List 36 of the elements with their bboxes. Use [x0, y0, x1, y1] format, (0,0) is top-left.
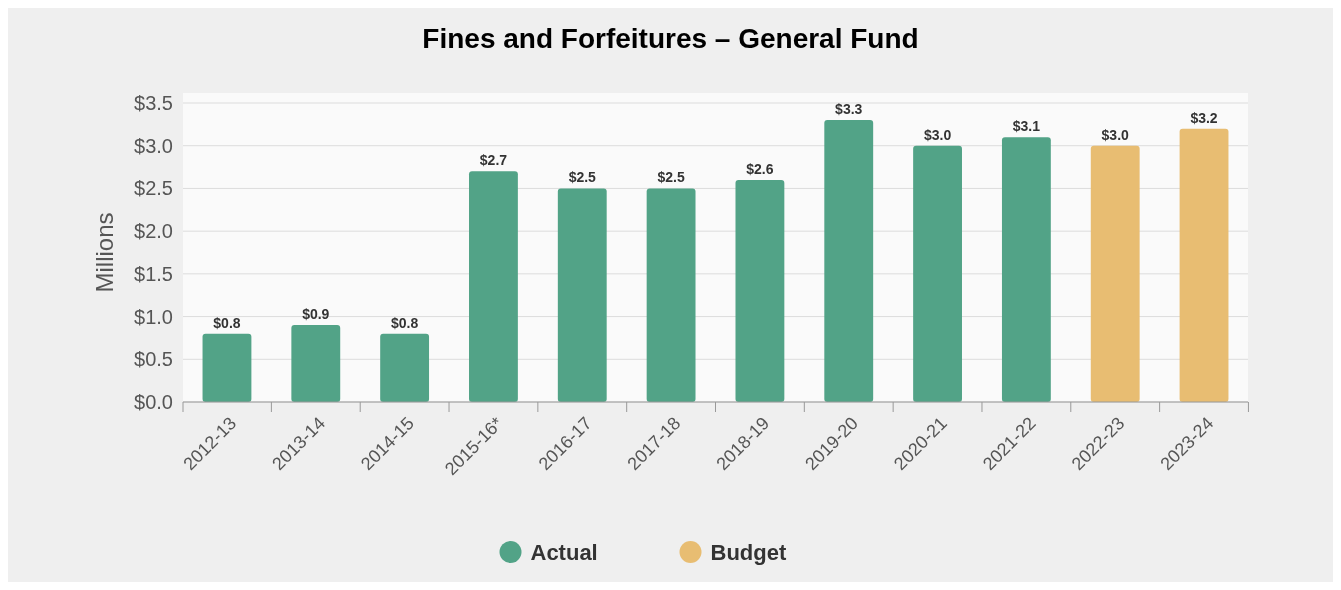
bar: [1090, 145, 1140, 402]
bar: [1179, 128, 1229, 402]
data-label: $2.6: [746, 160, 774, 177]
bar: [291, 325, 341, 402]
bar: [557, 188, 607, 402]
y-tick-label: $1.5: [134, 262, 173, 285]
legend-label: Actual: [530, 539, 598, 565]
bar: [380, 333, 430, 402]
data-label: $2.5: [657, 169, 685, 186]
chart-title: Fines and Forfeitures – General Fund: [422, 23, 919, 54]
data-label: $0.8: [390, 314, 419, 331]
bar: [735, 179, 785, 402]
data-label: $2.5: [568, 169, 597, 186]
bar: [202, 333, 252, 402]
y-tick-label: $2.0: [134, 220, 173, 243]
y-tick-label: $0.5: [134, 348, 173, 371]
data-label: $0.9: [302, 306, 330, 323]
bar: [469, 171, 518, 402]
y-tick-label: $3.5: [134, 92, 173, 114]
y-tick-label: $1.0: [134, 305, 173, 328]
y-axis-title: Millions: [91, 212, 118, 293]
y-tick-label: $3.0: [134, 134, 173, 157]
data-label: $3.0: [1101, 126, 1130, 143]
bar: [1001, 137, 1051, 402]
bar: [646, 188, 696, 402]
bar: [913, 145, 962, 402]
y-tick-label: $2.5: [134, 177, 173, 200]
data-label: $2.7: [479, 152, 508, 169]
bar: [824, 120, 874, 402]
y-tick-label: $0.0: [134, 391, 173, 413]
data-label: $3.2: [1190, 109, 1218, 126]
data-label: $3.1: [1012, 118, 1041, 135]
data-label: $3.3: [835, 101, 863, 118]
data-label: $3.0: [923, 126, 952, 143]
data-label: $0.8: [213, 314, 241, 331]
legend-label: Budget: [710, 539, 787, 565]
